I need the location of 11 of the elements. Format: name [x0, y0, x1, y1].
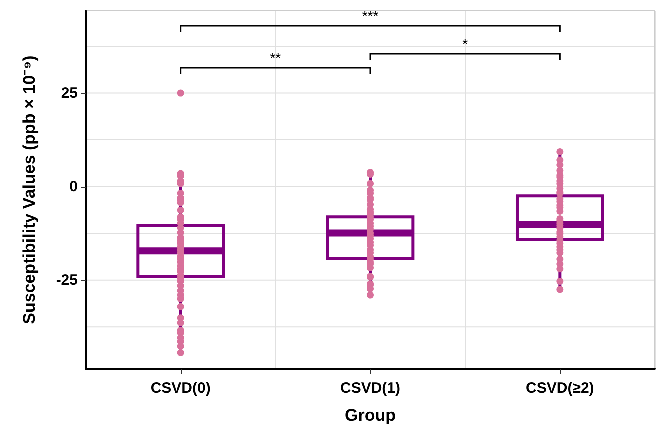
annotation: ***: [362, 8, 380, 24]
annotation: *: [462, 36, 469, 52]
x-axis-title: Group: [345, 406, 396, 425]
y-tick-label: 25: [61, 84, 78, 102]
annotation: **: [270, 50, 282, 66]
y-tick-label: 0: [70, 178, 78, 196]
x-tick-label: CSVD(0): [150, 380, 211, 397]
x-tick-label: CSVD(1): [340, 380, 401, 397]
y-axis-title: Susceptibility Values (ppb × 10⁻⁹): [20, 56, 39, 324]
y-tick-label: -25: [56, 272, 78, 289]
x-tick-label: CSVD(≥2): [526, 380, 594, 397]
